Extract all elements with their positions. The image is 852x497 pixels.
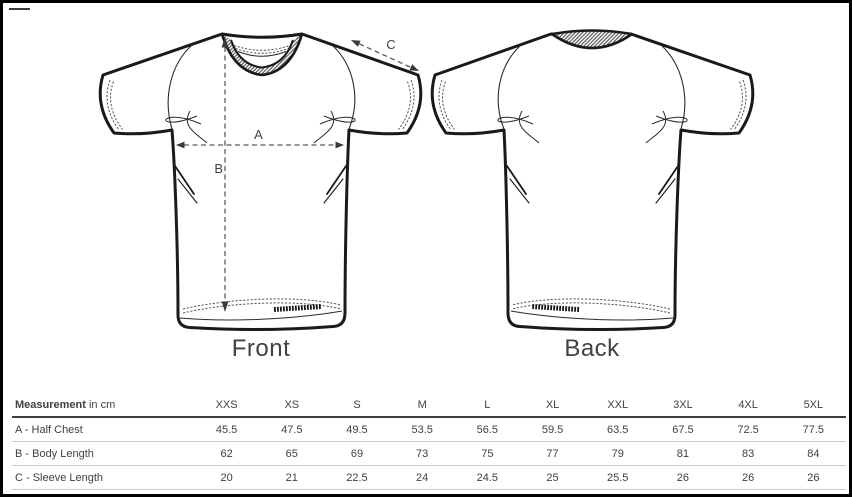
measurement-header-unit: in cm [88, 399, 116, 411]
measurement-value: 25.5 [585, 465, 651, 490]
size-col-header: 4XL [715, 394, 781, 418]
measurement-value: 21 [259, 465, 325, 490]
size-col-header: XL [519, 394, 586, 418]
measurement-value: 53.5 [389, 417, 455, 442]
tshirt-back-drawing [432, 29, 753, 330]
measurement-header-title: Measurement [15, 399, 86, 411]
measurement-value: 22.5 [324, 465, 390, 490]
measurement-value: 65 [259, 441, 325, 466]
measurement-value: 26 [715, 465, 781, 490]
measurement-value: 79 [585, 441, 651, 466]
measurement-value: 47.5 [259, 417, 325, 442]
table-row-body-length: B - Body Length 62 65 69 73 75 77 79 81 … [12, 441, 846, 466]
measurement-value: 84 [780, 441, 846, 466]
row-label: C - Sleeve Length [12, 465, 195, 490]
size-table-header-row: Measurement in cm XXS XS S M L XL XXL 3X… [12, 394, 846, 418]
measurement-value: 83 [715, 441, 781, 466]
measurement-value: 59.5 [519, 417, 586, 442]
corner-dash-mark [9, 8, 30, 10]
measurement-header-cell: Measurement in cm [12, 394, 195, 418]
measurement-value: 62 [194, 441, 260, 466]
dimension-arrow-c [351, 40, 419, 71]
measurement-value: 24 [389, 465, 455, 490]
size-col-header: XXS [194, 394, 260, 418]
back-view-caption: Back [564, 335, 620, 362]
dimension-arrow-b [221, 37, 229, 312]
table-row-half-chest: A - Half Chest 45.5 47.5 49.5 53.5 56.5 … [12, 417, 846, 442]
measurement-value: 69 [324, 441, 390, 466]
measurement-value: 77.5 [780, 417, 846, 442]
measurement-value: 49.5 [324, 417, 390, 442]
size-col-header: S [324, 394, 390, 418]
size-col-header: XS [259, 394, 325, 418]
size-col-header: 5XL [780, 394, 846, 418]
measurement-value: 73 [389, 441, 455, 466]
front-view-caption: Front [231, 335, 291, 362]
row-label: B - Body Length [12, 441, 195, 466]
tshirt-diagram [3, 29, 849, 391]
size-table: Measurement in cm XXS XS S M L XL XXL 3X… [12, 394, 846, 490]
measurement-value: 20 [194, 465, 260, 490]
tshirt-front-drawing [100, 34, 421, 330]
measurement-value: 26 [650, 465, 716, 490]
table-row-sleeve-length: C - Sleeve Length 20 21 22.5 24 24.5 25 … [12, 465, 846, 490]
measurement-value: 77 [519, 441, 586, 466]
measurement-value: 25 [519, 465, 586, 490]
size-col-header: L [454, 394, 520, 418]
measurement-value: 75 [454, 441, 520, 466]
dimension-label-b: B [214, 161, 223, 176]
measurement-value: 67.5 [650, 417, 716, 442]
size-col-header: 3XL [650, 394, 716, 418]
measurement-value: 24.5 [454, 465, 520, 490]
measurement-value: 26 [780, 465, 846, 490]
measurement-value: 63.5 [585, 417, 651, 442]
measurement-value: 56.5 [454, 417, 520, 442]
size-col-header: XXL [585, 394, 651, 418]
row-label: A - Half Chest [12, 417, 195, 442]
measurement-value: 81 [650, 441, 716, 466]
measurement-value: 45.5 [194, 417, 260, 442]
dimension-label-a: A [254, 127, 263, 142]
dimension-label-c: C [386, 37, 396, 52]
size-col-header: M [389, 394, 455, 418]
measurement-value: 72.5 [715, 417, 781, 442]
dimension-arrow-a [176, 141, 344, 149]
